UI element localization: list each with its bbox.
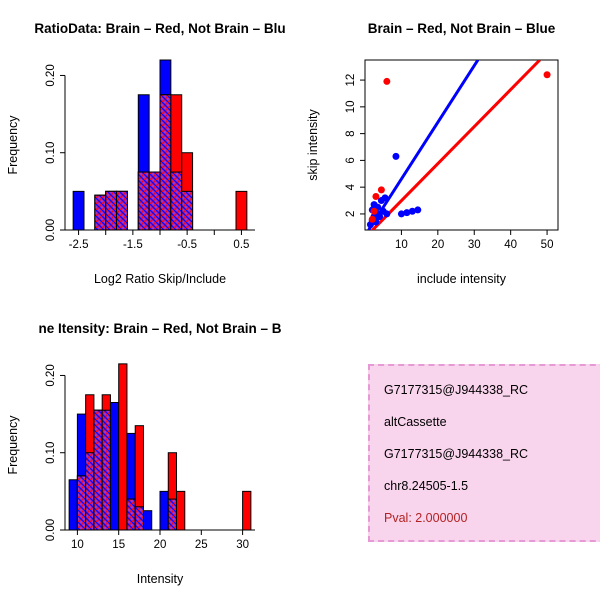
svg-text:25: 25	[195, 539, 208, 551]
svg-text:0.20: 0.20	[45, 364, 57, 386]
svg-text:-0.5: -0.5	[177, 239, 197, 251]
svg-text:40: 40	[504, 239, 517, 251]
svg-text:Brain – Red, Not Brain – Blue: Brain – Red, Not Brain – Blue	[368, 21, 556, 36]
svg-text:include intensity: include intensity	[417, 272, 507, 286]
svg-text:0.20: 0.20	[45, 64, 57, 86]
svg-text:Frequency: Frequency	[6, 415, 20, 475]
svg-text:20: 20	[431, 239, 444, 251]
svg-text:12: 12	[345, 74, 357, 87]
svg-text:30: 30	[236, 539, 249, 551]
svg-text:Frequency: Frequency	[6, 115, 20, 175]
annotation-box: G7177315@J944338_RC altCassette G7177315…	[368, 364, 600, 542]
ratio-histogram-chart: RatioData: Brain – Red, Not Brain – Blu F…	[6, 21, 286, 286]
panel-gene-intensity-histogram: ne Itensity: Brain – Red, Not Brain – B F…	[0, 300, 300, 600]
skip-include-scatter-chart: Brain – Red, Not Brain – Blue skip intens…	[306, 21, 559, 286]
svg-text:ne Itensity: Brain – Red, Not: ne Itensity: Brain – Red, Not Brain – B	[38, 321, 281, 336]
info-line-location: chr8.24505-1.5	[384, 479, 469, 493]
svg-text:-2.5: -2.5	[69, 239, 89, 251]
svg-text:8: 8	[345, 130, 357, 136]
svg-text:Log2 Ratio Skip/Include: Log2 Ratio Skip/Include	[94, 272, 226, 286]
svg-text:10: 10	[71, 539, 84, 551]
svg-text:4: 4	[345, 183, 357, 190]
svg-text:0.10: 0.10	[45, 442, 57, 464]
svg-text:15: 15	[112, 539, 125, 551]
info-line-probe-id-1: G7177315@J944338_RC	[384, 383, 529, 397]
svg-text:6: 6	[345, 157, 357, 163]
svg-text:Intensity: Intensity	[137, 572, 184, 586]
svg-text:50: 50	[541, 239, 554, 251]
svg-text:0.00: 0.00	[45, 519, 57, 541]
gene-intensity-histogram-chart: ne Itensity: Brain – Red, Not Brain – B F…	[6, 321, 282, 586]
panel-ratio-histogram: RatioData: Brain – Red, Not Brain – Blu F…	[0, 0, 300, 300]
svg-text:0.5: 0.5	[233, 239, 249, 251]
info-line-pval: Pval: 2.000000	[384, 511, 468, 525]
svg-text:2: 2	[345, 211, 357, 217]
svg-text:0.00: 0.00	[45, 219, 57, 241]
svg-text:RatioData: Brain – Red, Not Br: RatioData: Brain – Red, Not Brain – Blu	[34, 21, 285, 36]
svg-text:20: 20	[154, 539, 167, 551]
info-line-event-type: altCassette	[384, 415, 447, 429]
svg-text:10: 10	[395, 239, 408, 251]
svg-text:-1.5: -1.5	[123, 239, 143, 251]
svg-text:0.10: 0.10	[45, 142, 57, 164]
panel-intensity-scatter: Brain – Red, Not Brain – Blue skip intens…	[300, 0, 600, 300]
panel-annotation: G7177315@J944338_RC altCassette G7177315…	[300, 300, 600, 600]
info-line-probe-id-2: G7177315@J944338_RC	[384, 447, 529, 461]
svg-text:30: 30	[468, 239, 481, 251]
svg-text:10: 10	[345, 100, 357, 113]
svg-text:skip intensity: skip intensity	[306, 108, 320, 180]
